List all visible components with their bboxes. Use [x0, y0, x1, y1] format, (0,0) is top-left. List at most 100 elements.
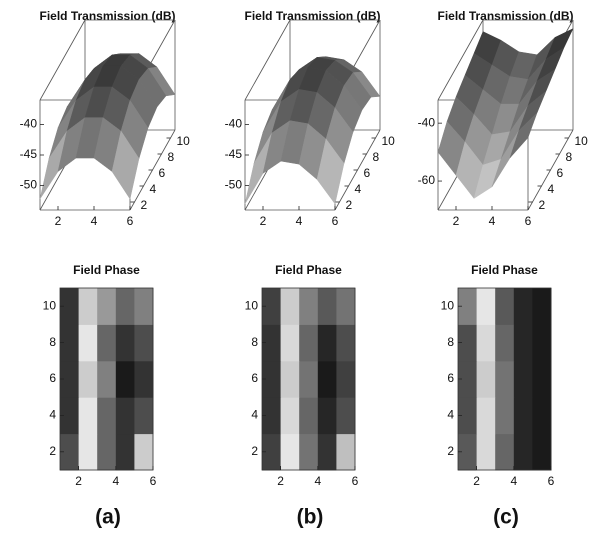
y-tick-label: 2 — [49, 444, 56, 458]
heat-cell — [513, 288, 533, 325]
x-tick-label: 2 — [473, 474, 480, 488]
heat-cell — [532, 397, 552, 435]
heat-cell — [115, 397, 135, 435]
heat-cell — [299, 288, 319, 325]
heat-cell — [60, 433, 80, 471]
x-tick-label: 4 — [112, 474, 119, 488]
chart-title: Field Transmission (dB) — [39, 9, 175, 23]
heat-cell — [495, 324, 515, 362]
heat-cell — [262, 360, 282, 398]
y-tick-label: 2 — [141, 198, 148, 212]
heat-cell — [97, 360, 117, 398]
x-tick-label: 4 — [489, 214, 496, 228]
y-tick-label: 4 — [49, 408, 56, 422]
heat-cell — [458, 324, 478, 362]
heat-cell — [299, 324, 319, 362]
z-tick-label: -40 — [20, 117, 38, 131]
heat-cell — [458, 397, 478, 435]
y-tick-label: 2 — [539, 198, 546, 212]
z-tick-label: -50 — [20, 178, 38, 192]
x-tick-label: 4 — [510, 474, 517, 488]
z-tick-label: -40 — [225, 117, 243, 131]
heat-cell — [134, 433, 154, 471]
heat-cell — [299, 397, 319, 435]
y-tick-label: 8 — [49, 335, 56, 349]
heat-cell — [134, 324, 154, 362]
x-tick-label: 6 — [150, 474, 157, 488]
heat-cell — [262, 433, 282, 471]
heat-cell — [60, 397, 80, 435]
heat-cell — [262, 397, 282, 435]
heat-cell — [495, 360, 515, 398]
z-tick-label: -40 — [418, 115, 436, 129]
heat-cell — [97, 324, 117, 362]
y-tick-label: 10 — [441, 298, 455, 312]
heat-cell — [532, 288, 552, 325]
heat-cell — [458, 288, 478, 325]
panel-label: (b) — [297, 506, 324, 529]
heat-cell — [97, 288, 117, 325]
heat-cell — [317, 324, 337, 362]
heat-cell — [280, 324, 300, 362]
y-tick-label: 2 — [447, 444, 454, 458]
y-tick-label: 8 — [447, 335, 454, 349]
x-tick-label: 2 — [75, 474, 82, 488]
heat-cell — [476, 288, 496, 325]
z-tick-label: -60 — [418, 173, 436, 187]
y-tick-label: 8 — [373, 150, 380, 164]
heat-cell — [262, 324, 282, 362]
y-tick-label: 6 — [557, 166, 564, 180]
x-tick-label: 2 — [55, 214, 62, 228]
y-tick-label: 6 — [159, 166, 166, 180]
heat-cell — [97, 433, 117, 471]
x-tick-label: 6 — [525, 214, 532, 228]
box-edge — [39, 19, 86, 101]
heat-cell — [458, 360, 478, 398]
heat-cell — [280, 433, 300, 471]
x-tick-label: 6 — [332, 214, 339, 228]
heat-cell — [317, 397, 337, 435]
x-tick-label: 4 — [296, 214, 303, 228]
heat-cell — [458, 433, 478, 471]
x-tick-label: 4 — [91, 214, 98, 228]
heat-cell — [60, 288, 80, 325]
heat-cell — [115, 324, 135, 362]
heat-cell — [495, 397, 515, 435]
heat-cell — [513, 360, 533, 398]
y-tick-label: 4 — [447, 408, 454, 422]
heat-cell — [336, 360, 356, 398]
heat-cell — [476, 433, 496, 471]
y-tick-label: 6 — [251, 371, 258, 385]
y-tick-label: 4 — [251, 408, 258, 422]
chart-title: Field Transmission (dB) — [437, 9, 573, 23]
heat-cell — [97, 397, 117, 435]
heat-cell — [532, 433, 552, 471]
y-tick-label: 2 — [251, 444, 258, 458]
box-edge — [244, 19, 291, 101]
y-tick-label: 8 — [566, 150, 573, 164]
x-tick-label: 6 — [127, 214, 134, 228]
panel-label: (c) — [493, 506, 519, 529]
heat-cell — [336, 324, 356, 362]
chart-title: Field Phase — [275, 263, 342, 277]
heat-cell — [299, 433, 319, 471]
z-tick-label: -45 — [20, 147, 38, 161]
y-tick-label: 6 — [364, 166, 371, 180]
heat-cell — [262, 288, 282, 325]
chart-title: Field Phase — [471, 263, 538, 277]
heat-cell — [476, 360, 496, 398]
chart-title: Field Transmission (dB) — [244, 9, 380, 23]
y-tick-label: 10 — [245, 298, 259, 312]
heat-cell — [78, 433, 98, 471]
heat-cell — [78, 288, 98, 325]
x-tick-label: 2 — [453, 214, 460, 228]
x-tick-label: 2 — [277, 474, 284, 488]
heat-cell — [115, 360, 135, 398]
panel-label: (a) — [95, 506, 121, 529]
z-tick-label: -45 — [225, 147, 243, 161]
y-tick-label: 4 — [355, 182, 362, 196]
y-tick-label: 4 — [548, 182, 555, 196]
surface-patch — [111, 130, 140, 200]
heat-cell — [78, 360, 98, 398]
x-tick-label: 2 — [260, 214, 267, 228]
